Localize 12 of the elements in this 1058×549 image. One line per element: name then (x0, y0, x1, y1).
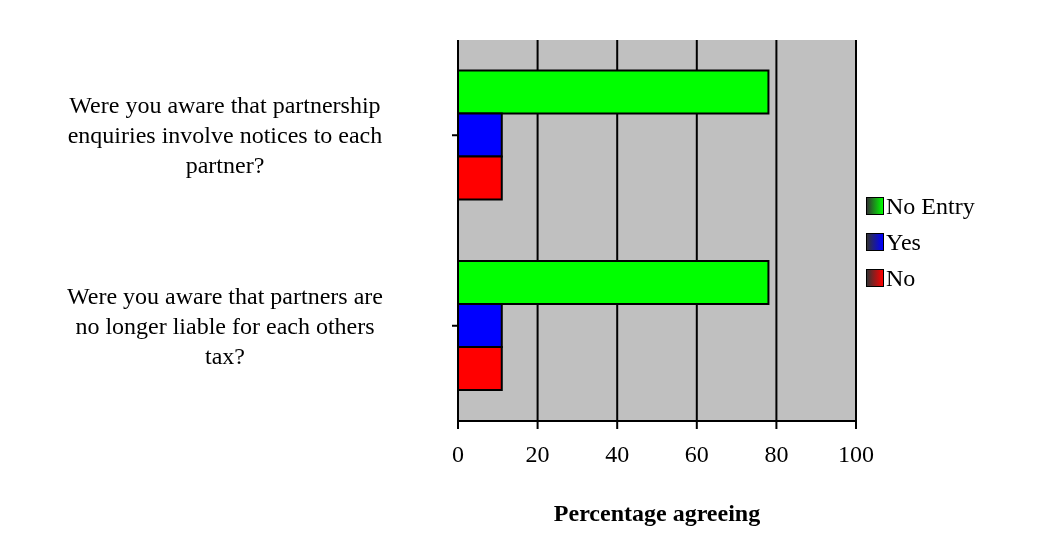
legend-label: No Entry (886, 192, 975, 221)
legend-label: No (886, 264, 916, 293)
y-tick-label: Were you aware that partnership enquiries involve notices to each partner? (67, 92, 383, 179)
y-tick-label: Were you aware that partners are no longer liable for each others tax? (67, 282, 383, 369)
x-axis-title: Percentage agreeing (553, 500, 761, 526)
x-tick-label: 0 (452, 441, 464, 468)
x-tick-label: 60 (684, 441, 709, 468)
x-tick-label: 100 (838, 441, 874, 468)
legend-label: Yes (886, 228, 921, 257)
x-tick-label: 80 (764, 441, 789, 468)
x-tick-label: 20 (525, 441, 550, 468)
x-tick-label: 40 (605, 441, 630, 468)
